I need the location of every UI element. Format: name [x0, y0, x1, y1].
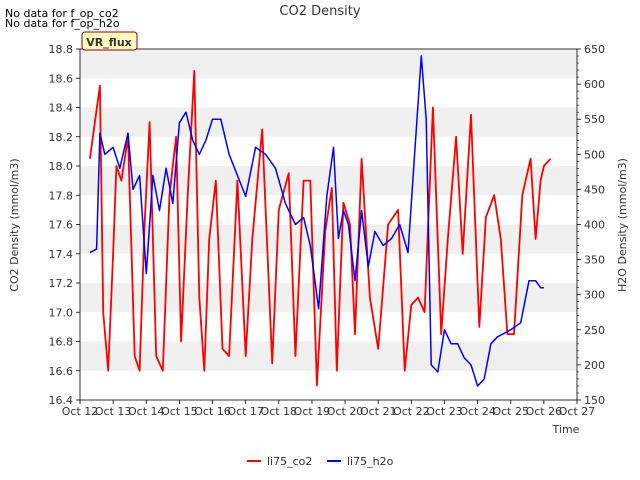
y-right-tick-label: 650	[584, 43, 605, 56]
x-tick-label: Oct 13	[95, 405, 132, 418]
x-tick-label: Oct 12	[62, 405, 99, 418]
legend-co2-label: li75_co2	[267, 455, 312, 468]
series-line-li75_h2o	[89, 55, 544, 387]
site-badge: VR_flux	[81, 31, 138, 51]
plot-band	[80, 283, 577, 313]
x-tick-label: Oct 17	[227, 405, 264, 418]
y-axis-right-label: H2O Density (mmol/m3)	[616, 158, 629, 292]
x-tick-label: Oct 18	[261, 405, 298, 418]
chart-title: CO2 Density	[279, 4, 360, 19]
y-left-tick-label: 18.0	[49, 160, 74, 173]
y-right-tick-label: 200	[584, 359, 605, 372]
y-left-tick-label: 16.4	[49, 394, 74, 407]
x-tick-label: Oct 27	[559, 405, 596, 418]
x-tick-label: Oct 26	[526, 405, 563, 418]
y-right-tick-label: 550	[584, 113, 605, 126]
x-tick-label: Oct 24	[459, 405, 496, 418]
y-left-tick-label: 18.8	[49, 43, 74, 56]
x-tick-label: Oct 20	[327, 405, 364, 418]
x-tick-label: Oct 23	[426, 405, 463, 418]
legend: li75_co2 li75_h2o	[247, 455, 394, 468]
y-right-tick-label: 150	[584, 394, 605, 407]
y-left-tick-label: 16.8	[49, 336, 74, 349]
x-tick-label: Oct 22	[393, 405, 430, 418]
y-left-tick-label: 17.8	[49, 189, 74, 202]
y-right-tick-label: 450	[584, 183, 605, 196]
x-tick-label: Oct 16	[194, 405, 231, 418]
y-right-tick-label: 500	[584, 148, 605, 161]
x-tick-label: Oct 21	[360, 405, 397, 418]
y-left-tick-label: 18.2	[49, 131, 74, 144]
series-layer	[89, 55, 552, 387]
plot-band	[80, 49, 577, 79]
y-left-tick-label: 17.6	[49, 219, 74, 232]
y-left-tick-label: 18.4	[49, 102, 74, 115]
plot-band	[80, 107, 577, 137]
y-left-tick-label: 17.0	[49, 306, 74, 319]
y-left-tick-label: 17.2	[49, 277, 74, 290]
plot-band	[80, 341, 577, 371]
x-tick-label: Oct 14	[128, 405, 165, 418]
y-left-tick-label: 16.6	[49, 365, 74, 378]
series-line-li75_co2	[89, 70, 552, 387]
x-tick-label: Oct 19	[294, 405, 331, 418]
y-right-tick-label: 250	[584, 324, 605, 337]
plot-band	[80, 224, 577, 254]
no-data-note-h2o: No data for f_op_h2o	[5, 17, 120, 30]
legend-h2o-label: li75_h2o	[347, 455, 394, 468]
x-tick-label: Oct 15	[161, 405, 198, 418]
y-left-tick-label: 18.6	[49, 72, 74, 85]
y-right-tick-label: 350	[584, 254, 605, 267]
site-badge-box	[81, 31, 138, 51]
y-right-tick-label: 600	[584, 78, 605, 91]
y-right-tick-label: 400	[584, 219, 605, 232]
y-right-tick-label: 300	[584, 289, 605, 302]
x-axis-label: Time	[552, 423, 580, 436]
x-tick-label: Oct 25	[492, 405, 529, 418]
no-data-note-co2: No data for f_op_co2	[5, 7, 119, 20]
y-left-tick-label: 17.4	[49, 248, 74, 261]
y-axis-left-label: CO2 Density (mmol/m3)	[8, 158, 21, 291]
site-badge-label: VR_flux	[86, 36, 132, 49]
